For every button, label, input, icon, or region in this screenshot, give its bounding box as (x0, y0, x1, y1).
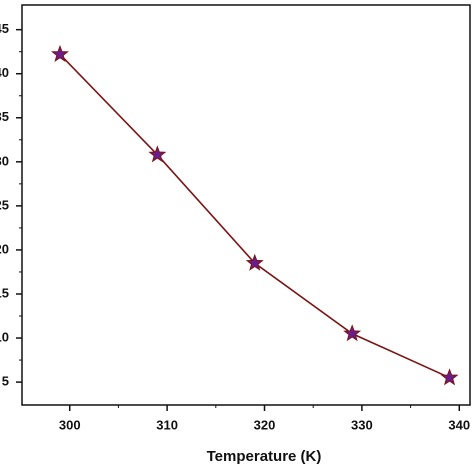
x-tick-label: 330 (351, 417, 373, 432)
x-axis-title: Temperature (K) (207, 448, 322, 465)
x-tick-label: 310 (156, 417, 178, 432)
x-tick-label: 340 (448, 417, 470, 432)
star-marker (148, 145, 167, 163)
star-marker (440, 368, 459, 386)
y-tick-label: 15 (0, 285, 9, 300)
plot-frame (21, 4, 471, 406)
y-tick-label: 35 (0, 109, 9, 124)
data-line (59, 53, 450, 379)
star-marker (51, 44, 69, 62)
y-tick-label: 40 (0, 65, 9, 80)
x-tick-label: 300 (59, 417, 81, 432)
star-marker (343, 324, 362, 342)
star-marker (245, 253, 264, 271)
y-tick-label: 5 (2, 374, 9, 389)
y-tick-label: 25 (0, 197, 9, 212)
y-tick-label: 10 (0, 329, 9, 344)
x-tick-label: 320 (254, 417, 276, 432)
y-tick-label: 20 (0, 241, 9, 256)
y-tick-label: 30 (0, 153, 9, 168)
y-tick-label: 45 (0, 21, 9, 36)
